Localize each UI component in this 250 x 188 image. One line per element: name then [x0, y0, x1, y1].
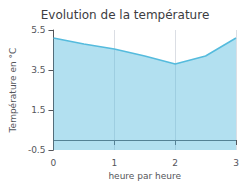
svg-text:5.5: 5.5: [31, 25, 45, 35]
svg-text:3.5: 3.5: [31, 65, 45, 75]
svg-text:1.5: 1.5: [31, 105, 45, 115]
svg-text:2: 2: [172, 158, 178, 168]
svg-text:0: 0: [51, 158, 57, 168]
svg-text:Température en °C: Température en °C: [8, 48, 18, 134]
svg-text:Evolution de la température: Evolution de la température: [41, 8, 210, 22]
svg-text:heure par heure: heure par heure: [108, 171, 181, 181]
svg-text:3: 3: [233, 158, 239, 168]
svg-text:-0.5: -0.5: [28, 145, 46, 155]
svg-text:1: 1: [111, 158, 117, 168]
